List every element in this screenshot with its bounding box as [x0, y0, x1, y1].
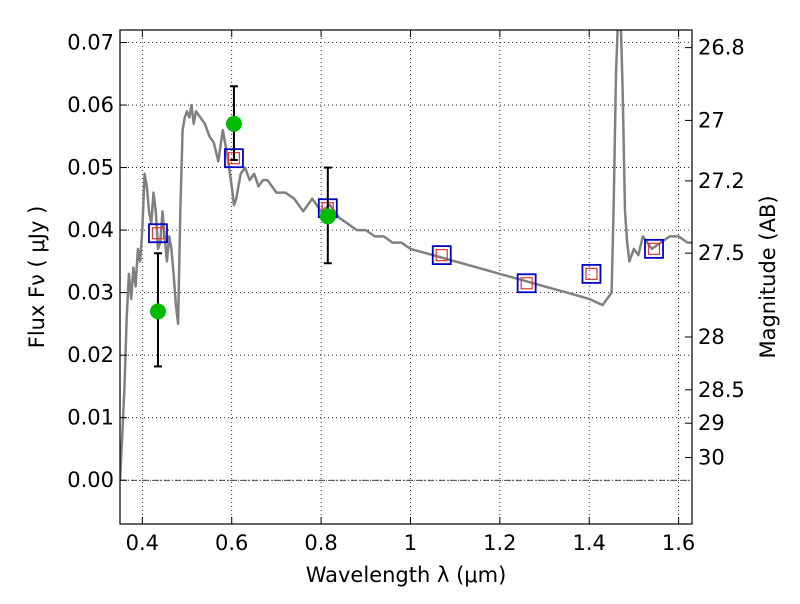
y2-tick-label: 28.5	[698, 378, 745, 402]
observed-flux-point	[149, 303, 166, 320]
model-photometry-square	[516, 273, 537, 294]
tick-layer: 0.4 0.6 0.8 1 1.2 1.4 1.6 0.00 0.01 0.02 0.03 0.04 0…	[67, 30, 745, 555]
series-layer	[120, 30, 692, 481]
y-tick-label: 0.02	[67, 343, 114, 367]
y-tick-label: 0.07	[67, 31, 114, 55]
x-tick-label: 1.6	[662, 531, 695, 555]
y-tick-label: 0.01	[67, 406, 114, 430]
model-photometry-inner-square	[151, 227, 165, 240]
x-axis-label: Wavelength λ (μm)	[306, 563, 507, 587]
y2-tick-label: 30	[698, 446, 725, 470]
x-tick-label: 0.8	[304, 531, 337, 555]
model-spectrum-line	[120, 30, 692, 481]
model-photometry-inner-square	[647, 242, 661, 255]
model-photometry-square	[644, 238, 664, 259]
x-tick-label: 0.4	[126, 531, 159, 555]
model-photometry-inner-square	[585, 267, 598, 280]
y-tick-label: 0.04	[67, 218, 114, 242]
y-tick-label: 0.06	[67, 93, 114, 117]
y2-tick-label: 27.2	[698, 169, 745, 193]
x-tick-label: 0.6	[215, 531, 248, 555]
observed-flux-point	[225, 115, 242, 132]
plot-frame	[119, 29, 693, 525]
model-photometry-square	[148, 223, 168, 244]
x-tick-label: 1.2	[483, 531, 516, 555]
y2-tick-label: 27	[698, 108, 725, 132]
y2-axis-label: Magnitude (AB)	[756, 195, 780, 358]
y-axis-label: Flux Fν ( μJy )	[25, 206, 49, 349]
y-tick-label: 0.05	[67, 156, 114, 180]
x-tick-label: 1.4	[573, 531, 606, 555]
y2-tick-label: 29	[698, 411, 725, 435]
model-photometry-square	[431, 245, 452, 266]
y2-tick-label: 28	[698, 325, 725, 349]
model-photometry-inner-square	[520, 277, 533, 290]
y-tick-label: 0.03	[67, 281, 114, 305]
x-tick-label: 1	[404, 531, 417, 555]
model-photometry-inner-square	[435, 249, 448, 262]
y-tick-label: 0.00	[67, 468, 114, 492]
model-photometry-square	[581, 263, 602, 284]
y2-tick-label: 26.8	[698, 36, 745, 60]
observed-flux-point	[319, 208, 336, 225]
y2-tick-label: 27.5	[698, 241, 745, 265]
